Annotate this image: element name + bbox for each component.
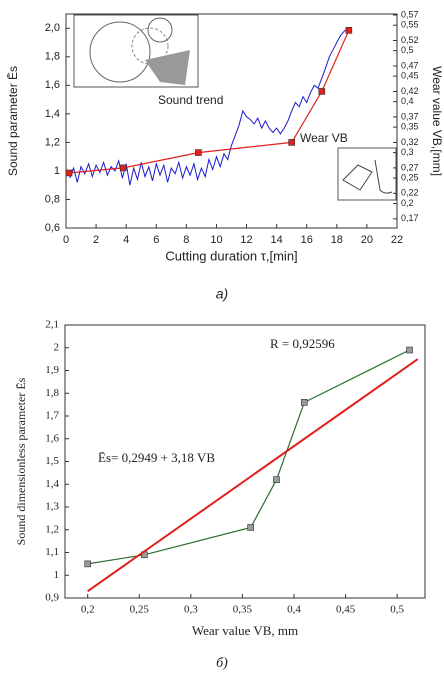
plot-frame	[65, 13, 398, 229]
marker	[119, 164, 127, 172]
series-line	[68, 30, 350, 174]
y-tick-label: 1	[54, 165, 60, 177]
x-tick-label: 18	[331, 234, 343, 246]
annotation: Ēs= 0,2949 + 3,18 VB	[98, 450, 215, 465]
x-tick-label: 0	[63, 234, 69, 246]
y2-tick-label: 0,25	[401, 172, 419, 182]
series-line	[87, 349, 410, 565]
y-tick-label: 1,2	[45, 523, 59, 535]
x-tick-label: 16	[301, 234, 313, 246]
caption: а)	[216, 286, 228, 302]
inset-shape	[342, 164, 373, 191]
series-line	[69, 27, 349, 186]
y-tick-label: 1,2	[45, 136, 60, 148]
y-tick-label: 0,6	[45, 222, 60, 234]
inset-tool	[73, 14, 199, 88]
y-tick-label: 2,1	[45, 319, 59, 331]
marker	[195, 149, 202, 156]
marker	[273, 476, 280, 484]
y-tick-label: 2	[54, 341, 60, 353]
y2-tick-label: 0,4	[401, 96, 414, 106]
inset-shape	[131, 27, 169, 65]
y2-tick-label: 0,42	[401, 86, 419, 96]
annotation: R = 0,92596	[270, 336, 335, 351]
series-label: Sound trend	[158, 93, 223, 107]
y2-tick-label: 0,27	[401, 162, 419, 172]
marker	[406, 346, 413, 354]
x-axis-title: Wear value VB, mm	[192, 623, 298, 638]
inset-shape	[145, 50, 190, 85]
y2-tick-label: 0,3	[401, 147, 414, 157]
chart-a: 0 2 4 6 8 10 12 14 16 18 20 22 0,6 0,8 1 1,2 1,4 1,6 1,8 2,…	[6, 9, 444, 301]
y-tick-label: 1,8	[45, 387, 59, 399]
inset-shape	[147, 17, 173, 43]
x-tick-label: 0,4	[287, 604, 301, 616]
y2-tick-label: 0,2	[401, 198, 414, 208]
x-tick-label: 10	[210, 234, 222, 246]
marker	[288, 139, 295, 146]
y-tick-label: 1,6	[45, 79, 60, 91]
x-tick-label: 0,5	[390, 604, 404, 616]
chart-b: 0,2 0,25 0,3 0,35 0,4 0,45 0,5 0,9 1 1,1 1,2 1,3 1,4…	[14, 319, 426, 671]
y-tick-label: 1,7	[45, 410, 59, 422]
y-axis-title: Sound parameter Ēs	[6, 66, 20, 176]
y-axis-title: Sound dimensionless parameter Ēs	[14, 377, 28, 545]
series-line	[87, 358, 419, 593]
x-axis-title: Cutting duration τ,[min]	[165, 248, 297, 263]
y-tick-label: 1	[54, 569, 60, 581]
marker	[301, 399, 308, 406]
x-tick-label: 6	[153, 234, 159, 246]
y2-tick-label: 0,57	[401, 9, 419, 19]
y-tick-label: 1,5	[45, 455, 59, 467]
inset-shape	[374, 159, 393, 194]
marker	[247, 524, 254, 531]
y2-tick-label: 0,37	[401, 111, 419, 121]
y-tick-label: 1,3	[45, 501, 59, 513]
y-tick-label: 1,8	[45, 51, 60, 63]
y-tick-label: 1,1	[45, 546, 59, 558]
x-tick-label: 20	[361, 234, 373, 246]
x-tick-label: 14	[271, 234, 283, 246]
series-label: Wear VB	[300, 131, 348, 145]
x-tick-label: 4	[123, 234, 129, 246]
marker	[345, 27, 353, 34]
y-tick-label: 1,4	[45, 108, 60, 120]
y-tick-label: 1,6	[45, 432, 59, 444]
y2-tick-label: 0,47	[401, 60, 419, 70]
y2-tick-label: 0,52	[401, 35, 419, 45]
x-tick-label: 8	[183, 234, 189, 246]
x-tick-label: 2	[93, 234, 99, 246]
inset-frame	[337, 147, 397, 201]
y2-tick-label: 0,55	[401, 20, 419, 30]
x-tick-label: 22	[391, 234, 403, 246]
y2-tick-label: 0,22	[401, 188, 419, 198]
x-tick-label: 0,2	[81, 604, 95, 616]
y2-tick-label: 0,45	[401, 71, 419, 81]
y2-tick-label: 0,35	[401, 121, 419, 131]
y2-tick-label: 0,32	[401, 137, 419, 147]
marker	[65, 169, 73, 177]
x-tick-label: 0,25	[130, 604, 150, 616]
marker	[318, 88, 326, 95]
y2-tick-label: 0,17	[401, 213, 419, 223]
y2-axis-title: Wear value VB,[mm]	[430, 66, 444, 176]
x-tick-label: 12	[240, 234, 252, 246]
y2-tick-label: 0,5	[401, 45, 414, 55]
y-tick-label: 1,9	[45, 364, 59, 376]
y-tick-label: 0,8	[45, 193, 60, 205]
y-tick-label: 1,4	[45, 478, 59, 490]
x-tick-label: 0,3	[184, 604, 198, 616]
y-tick-label: 2,0	[45, 22, 60, 34]
inset-shape	[89, 21, 151, 83]
inset-wear	[337, 147, 397, 201]
x-tick-label: 0,35	[233, 604, 253, 616]
caption: б)	[216, 656, 228, 671]
x-tick-label: 0,45	[336, 604, 356, 616]
marker	[84, 560, 91, 568]
y-tick-label: 0,9	[45, 592, 59, 604]
